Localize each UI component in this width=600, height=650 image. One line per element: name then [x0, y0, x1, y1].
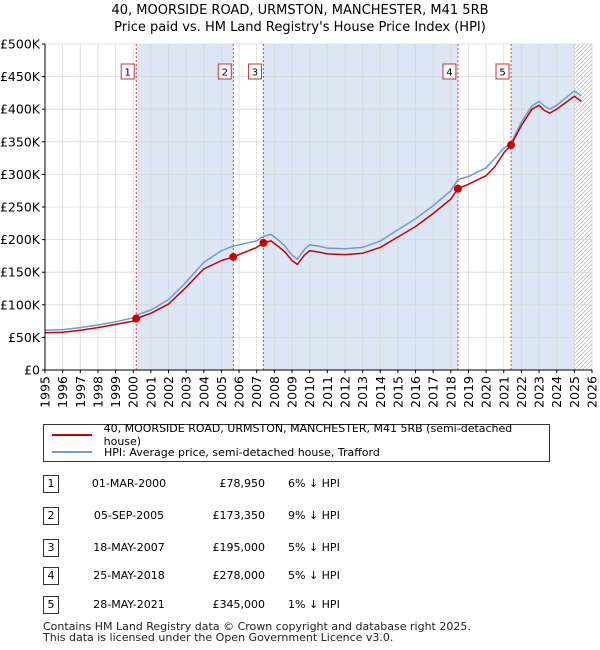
legend-item-property: 40, MOORSIDE ROAD, URMSTON, MANCHESTER, …: [52, 422, 549, 448]
footer-attribution: Contains HM Land Registry data © Crown c…: [43, 621, 471, 643]
table-row: 3 18-MAY-2007 £195,000 5% ↓ HPI: [0, 539, 600, 559]
x-tick-label: 2015: [390, 376, 405, 408]
row-price: £278,000: [212, 569, 266, 582]
x-tick-label: 2009: [285, 376, 300, 408]
row-number-badge: 5: [43, 596, 59, 614]
x-tick-label: 2024: [549, 376, 564, 408]
x-tick-label: 2014: [373, 376, 388, 408]
row-date: 01-MAR-2000: [91, 477, 167, 490]
row-hpi-diff: 5% ↓ HPI: [288, 541, 340, 554]
hpi-line: [44, 90, 582, 331]
sale-label-box: [120, 63, 135, 80]
title-line-2: Price paid vs. HM Land Registry's House …: [114, 20, 486, 35]
row-price: £173,350: [212, 509, 266, 522]
sale-label-box: [247, 63, 262, 80]
y-tick-label: £50K: [8, 330, 41, 345]
chart-legend: 40, MOORSIDE ROAD, URMSTON, MANCHESTER, …: [43, 422, 550, 462]
x-tick-label: 2022: [514, 376, 529, 408]
x-tick-label: 2020: [479, 376, 494, 408]
x-tick-label: 2012: [337, 376, 352, 408]
legend-label-hpi: HPI: Average price, semi-detached house,…: [104, 445, 380, 459]
x-tick-label: 2007: [249, 376, 264, 408]
sale-label: 5: [499, 68, 505, 79]
sale-point: [507, 141, 516, 150]
table-row: 1 01-MAR-2000 £78,950 6% ↓ HPI: [0, 475, 600, 495]
x-tick-label: 2021: [496, 376, 511, 408]
row-hpi-diff: 1% ↓ HPI: [288, 598, 340, 611]
legend-swatch-hpi: [52, 451, 92, 453]
y-tick-label: £400K: [0, 102, 41, 117]
x-tick-label: 2018: [443, 376, 458, 408]
x-tick-label: 2000: [126, 376, 141, 408]
row-number-badge: 4: [43, 567, 59, 585]
y-tick-label: £500K: [0, 37, 41, 52]
row-number-badge: 1: [43, 475, 59, 493]
row-price: £195,000: [212, 541, 266, 554]
row-date: 25-MAY-2018: [93, 569, 165, 582]
table-row: 5 28-MAY-2021 £345,000 1% ↓ HPI: [0, 596, 600, 616]
row-hpi-diff: 6% ↓ HPI: [288, 477, 340, 490]
legend-swatch-property: [52, 434, 92, 436]
legend-item-hpi: HPI: Average price, semi-detached house,…: [52, 444, 380, 460]
sale-point: [259, 238, 268, 247]
y-tick-label: £0: [24, 363, 40, 378]
row-date: 18-MAY-2007: [93, 541, 165, 554]
x-tick-label: 2001: [143, 376, 158, 408]
table-row: 2 05-SEP-2005 £173,350 9% ↓ HPI: [0, 507, 600, 527]
footer-line-2: This data is licensed under the Open Gov…: [43, 631, 394, 644]
price-chart: 1 2 3 4 5 £0 £50K £100K £150K £200K £250K £300K £35…: [0, 37, 600, 408]
property-price-line: [44, 95, 582, 334]
x-tick-label: 2006: [232, 376, 247, 408]
x-tick-label: 2016: [408, 376, 423, 408]
x-tick-label: 2025: [567, 376, 582, 408]
sale-label-box: [217, 63, 232, 80]
x-tick-label: 2023: [532, 376, 547, 408]
table-row: 4 25-MAY-2018 £278,000 5% ↓ HPI: [0, 567, 600, 587]
row-hpi-diff: 9% ↓ HPI: [288, 509, 340, 522]
sale-label: 1: [125, 68, 131, 79]
sale-label: 3: [252, 68, 258, 79]
row-number-badge: 3: [43, 539, 59, 557]
sale-label: 2: [222, 68, 228, 79]
legend-label-property: 40, MOORSIDE ROAD, URMSTON, MANCHESTER, …: [103, 422, 513, 448]
sale-point: [453, 184, 462, 193]
x-tick-label: 2002: [161, 376, 176, 408]
x-tick-label: 2003: [179, 376, 194, 408]
row-date: 28-MAY-2021: [93, 598, 165, 611]
x-tick-label: 2010: [302, 376, 317, 408]
title-line-1: 40, MOORSIDE ROAD, URMSTON, MANCHESTER, …: [111, 3, 489, 18]
x-tick-label: 2011: [320, 376, 335, 408]
row-price: £345,000: [212, 598, 266, 611]
y-tick-label: £150K: [0, 265, 41, 280]
sale-point: [132, 314, 141, 323]
x-tick-label: 2008: [267, 376, 282, 408]
x-tick-label: 1997: [73, 376, 88, 408]
row-number-badge: 2: [43, 507, 59, 525]
sale-label: 4: [446, 68, 452, 79]
x-tick-label: 1995: [38, 376, 53, 408]
row-date: 05-SEP-2005: [93, 509, 165, 522]
sale-label-box: [442, 63, 457, 80]
x-tick-label: 1999: [108, 376, 123, 408]
y-tick-label: £100K: [0, 297, 41, 312]
x-tick-label: 1996: [55, 376, 70, 408]
x-tick-label: 2019: [461, 376, 476, 408]
row-hpi-diff: 5% ↓ HPI: [288, 569, 340, 582]
y-tick-label: £250K: [0, 200, 41, 215]
sale-label-box: [495, 63, 510, 80]
y-tick-label: £200K: [0, 232, 41, 247]
x-tick-label: 2017: [426, 376, 441, 408]
x-tick-label: 2005: [214, 376, 229, 408]
chart-title: 40, MOORSIDE ROAD, URMSTON, MANCHESTER, …: [0, 2, 600, 36]
y-tick-label: £300K: [0, 167, 41, 182]
row-price: £78,950: [219, 477, 266, 490]
x-tick-label: 2004: [196, 376, 211, 408]
sale-point: [229, 252, 238, 261]
y-tick-label: £450K: [0, 69, 41, 84]
footer-line-1: Contains HM Land Registry data © Crown c…: [43, 620, 471, 633]
x-tick-label: 2013: [355, 376, 370, 408]
x-tick-label: 1998: [90, 376, 105, 408]
y-tick-label: £350K: [0, 134, 41, 149]
x-tick-label: 2026: [585, 376, 600, 408]
